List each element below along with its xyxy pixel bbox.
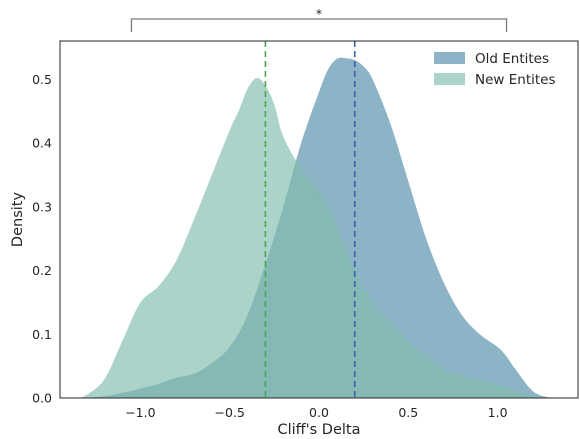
x-tick-label: −1.0 [125,405,155,420]
significance-star: * [316,6,322,21]
x-tick-label: 0.5 [398,405,418,420]
density-area-2 [77,77,543,398]
legend-swatch-2 [434,73,465,85]
y-tick-label: 0.0 [32,391,52,406]
x-axis-ticks: −1.0 −0.5 0.0 0.5 1.0 [125,405,507,420]
legend-swatch-1 [434,52,465,64]
density-areas [77,57,552,398]
y-tick-label: 0.5 [32,72,52,87]
significance-bracket: * [130,6,508,32]
y-tick-label: 0.3 [32,199,52,214]
x-tick-label: 0.0 [309,405,329,420]
legend-label-2: New Entites [475,72,556,88]
legend: Old Entites New Entites [434,51,556,88]
y-tick-label: 0.1 [32,327,52,342]
x-axis-label: Cliff's Delta [277,422,360,438]
bracket-line [130,18,508,32]
x-tick-label: 1.0 [488,405,508,420]
y-tick-label: 0.2 [32,263,52,278]
plot-frame [59,40,579,399]
legend-label-1: Old Entites [475,51,549,67]
x-tick-label: −0.5 [215,405,245,420]
y-axis-ticks: 0.0 0.1 0.2 0.3 0.4 0.5 [32,72,52,406]
y-tick-label: 0.4 [32,136,52,151]
y-axis-label: Density [10,192,26,248]
